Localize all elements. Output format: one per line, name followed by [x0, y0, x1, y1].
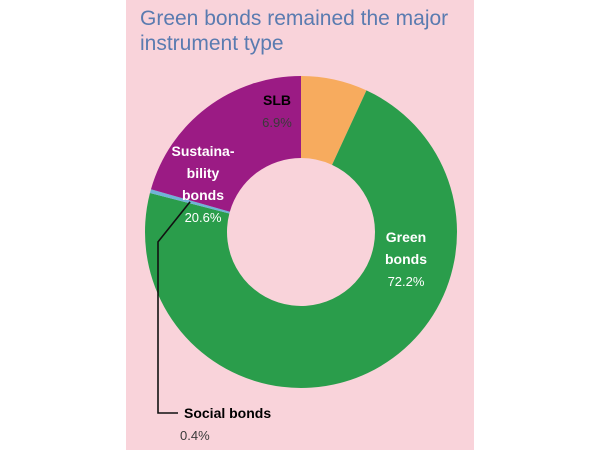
slice-sustainability-bonds — [150, 76, 301, 212]
slice-social-bonds — [149, 189, 230, 214]
label-green-bonds-line-2: bonds — [385, 251, 427, 267]
value-sustainability-bonds: 20.6% — [185, 210, 222, 225]
label-social-bonds-line-1: Social bonds — [184, 405, 271, 421]
label-sustainability-bonds-line-1: Sustaina- — [171, 143, 234, 159]
label-slb-line-1: SLB — [263, 92, 291, 108]
label-sustainability-bonds-line-3: bonds — [182, 187, 224, 203]
chart-title: Green bonds remained the major instrumen… — [140, 7, 449, 55]
slice-green-bonds — [145, 90, 458, 389]
value-green-bonds: 72.2% — [388, 274, 425, 289]
label-sustainability-bonds-line-2: bility — [187, 165, 220, 181]
slice-slb — [301, 76, 367, 165]
label-green-bonds-line-1: Green — [386, 229, 426, 245]
social-bonds-leader-line — [157, 201, 191, 414]
value-social-bonds: 0.4% — [180, 428, 210, 443]
value-slb: 6.9% — [262, 115, 292, 130]
